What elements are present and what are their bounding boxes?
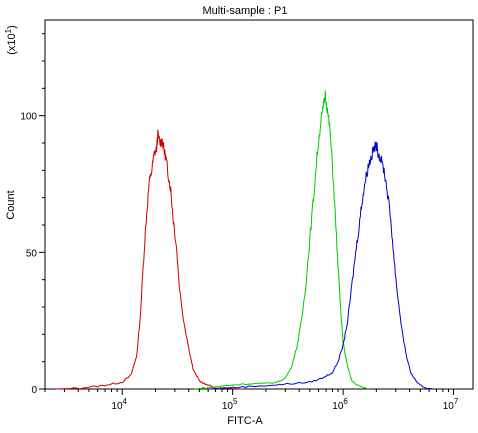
- plot-frame: [44, 19, 474, 390]
- x-tick-label: 106: [332, 397, 348, 412]
- histogram-series-3: [208, 140, 433, 390]
- x-axis-ticks: 104 105 106 107: [44, 389, 459, 412]
- x-axis-label: FITC-A: [227, 415, 263, 427]
- x-tick-label: 105: [222, 397, 238, 412]
- y-multiplier-close: ): [6, 25, 18, 29]
- histogram-series-1: [55, 128, 242, 390]
- chart-title: Multi-sample : P1: [203, 5, 288, 17]
- y-tick-label: 0: [31, 385, 37, 396]
- y-axis-ticks: 0 50 100: [20, 33, 45, 396]
- x-tick-label: 107: [443, 397, 459, 412]
- x-tick-label: 104: [111, 397, 127, 412]
- histogram-series-2: [194, 90, 369, 390]
- y-multiplier-base: (x10: [6, 33, 18, 54]
- series-layer: [55, 90, 433, 390]
- y-axis-label: Count: [5, 190, 17, 219]
- y-multiplier-label: (x101): [4, 25, 18, 55]
- y-tick-label: 100: [20, 112, 37, 123]
- y-multiplier-exp: 1: [4, 28, 13, 33]
- y-tick-label: 50: [26, 248, 38, 259]
